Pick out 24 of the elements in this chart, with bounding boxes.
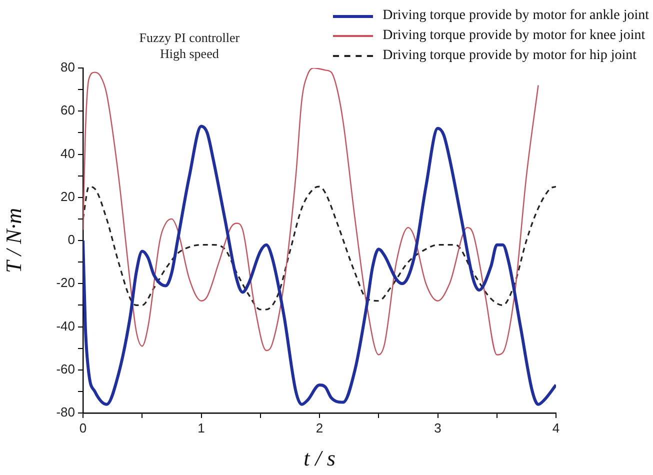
line-series [83,124,556,406]
y-tick-label: -40 [56,318,75,334]
y-tick-label: 40 [60,146,75,161]
y-tick-label: 80 [60,60,75,75]
line-series [83,186,556,310]
y-tick-label: 0 [68,232,75,248]
x-tick-label: 3 [434,420,442,436]
x-tick-label: 0 [79,420,87,436]
y-tick-label: -20 [56,275,75,290]
y-axis-title: T / N·m [0,208,26,274]
x-tick-label: 2 [316,420,324,436]
y-tick-label: -60 [56,361,75,376]
y-tick-label: 60 [60,102,75,118]
x-tick-label: 1 [198,420,205,436]
legend-label: Driving torque provide by motor for ankle joint [382,8,649,24]
legend-label: Driving torque provide by motor for hip joint [382,48,637,64]
x-tick-label: 4 [552,420,560,436]
x-axis-title: t / s [304,446,336,471]
y-tick-label: 20 [60,188,75,204]
chart-title: Fuzzy PI controller [139,30,240,45]
y-tick-label: -80 [56,404,75,420]
legend-label: Driving torque provide by motor for knee joint [382,28,646,44]
line-series [83,68,539,356]
chart-subtitle: High speed [160,46,220,61]
